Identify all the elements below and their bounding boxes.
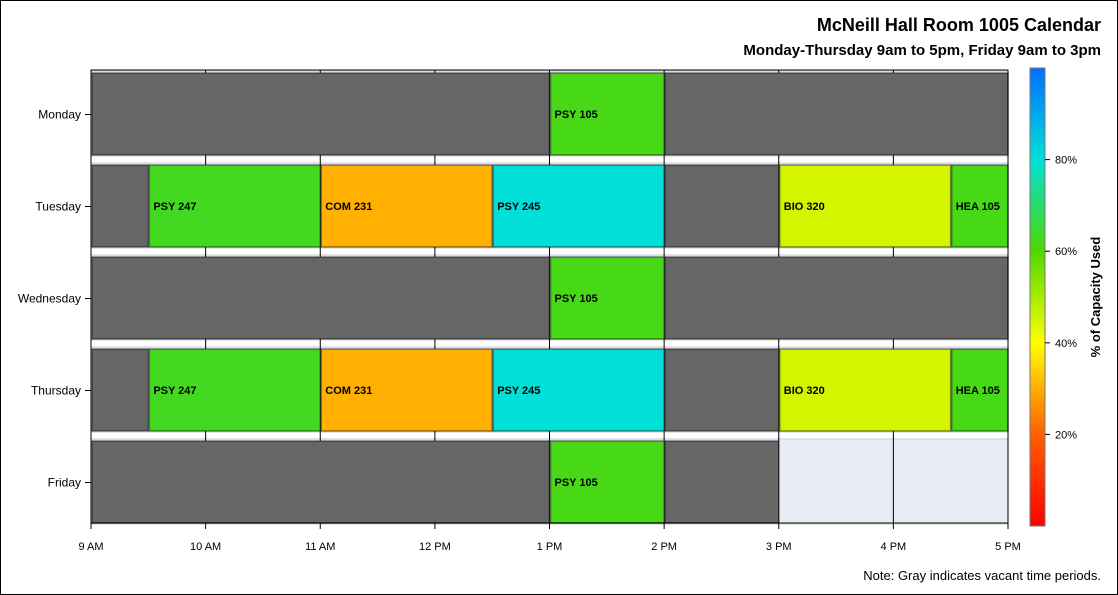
bar-label-thursday-com-231: COM 231 xyxy=(325,385,372,397)
bar-thursday-com-231 xyxy=(320,348,493,432)
chart-footnote: Note: Gray indicates vacant time periods… xyxy=(863,568,1101,583)
x-tick-label-2-pm: 2 PM xyxy=(651,541,677,553)
x-tick-label-10-am: 10 AM xyxy=(190,541,221,553)
x-tick-label-1-pm: 1 PM xyxy=(537,541,563,553)
bar-tuesday-psy-245 xyxy=(492,164,665,248)
chart-title: McNeill Hall Room 1005 Calendar xyxy=(816,15,1101,35)
x-tick-label-9-am: 9 AM xyxy=(78,541,103,553)
bar-tuesday-bio-320 xyxy=(779,164,952,248)
x-tick-label-11-am: 11 AM xyxy=(305,541,335,553)
bar-friday-vacant-2 xyxy=(664,440,780,524)
bar-wednesday-vacant-2 xyxy=(664,256,1009,340)
bar-tuesday-vacant-4 xyxy=(664,164,780,248)
bar-thursday-vacant-0 xyxy=(91,348,150,432)
colorbar-gradient xyxy=(1029,67,1046,527)
colorbar-tick-label-20: 20% xyxy=(1055,429,1077,441)
bar-tuesday-hea-105 xyxy=(950,164,1009,248)
y-tick-label-tuesday: Tuesday xyxy=(35,200,81,214)
bar-tuesday-vacant-0 xyxy=(91,164,150,248)
bar-thursday-psy-247 xyxy=(148,348,321,432)
bar-label-thursday-hea-105: HEA 105 xyxy=(956,385,1000,397)
bar-monday-vacant-0 xyxy=(91,72,551,156)
bar-tuesday-psy-247 xyxy=(148,164,321,248)
bar-label-tuesday-psy-245: PSY 245 xyxy=(497,201,540,213)
bar-label-monday-psy-105: PSY 105 xyxy=(555,109,598,121)
bar-label-tuesday-com-231: COM 231 xyxy=(325,201,372,213)
colorbar-tick-label-40: 40% xyxy=(1055,338,1077,350)
bar-friday-vacant-0 xyxy=(91,440,551,524)
bar-labels: PSY 105 PSY 247 COM 231 PSY 245 BIO 320 HEA 1… xyxy=(153,109,1000,489)
bar-thursday-vacant-4 xyxy=(664,348,780,432)
bar-tuesday-com-231 xyxy=(320,164,493,248)
bar-label-wednesday-psy-105: PSY 105 xyxy=(555,293,598,305)
bar-label-tuesday-hea-105: HEA 105 xyxy=(956,201,1000,213)
bar-wednesday-vacant-0 xyxy=(91,256,551,340)
colorbar-tick-label-80: 80% xyxy=(1055,155,1077,167)
y-tick-label-wednesday: Wednesday xyxy=(18,292,81,306)
colorbar-label: % of Capacity Used xyxy=(1088,237,1103,358)
bar-monday-vacant-2 xyxy=(664,72,1009,156)
schedule-bars xyxy=(91,72,1009,524)
axes: 9 AM 10 AM 11 AM 12 PM 1 PM 2 PM 3 PM 4 PM 5 PM M… xyxy=(18,69,1021,553)
bar-thursday-psy-245 xyxy=(492,348,665,432)
x-tick-label-12-pm: 12 PM xyxy=(419,541,451,553)
bar-thursday-bio-320 xyxy=(779,348,952,432)
bar-label-thursday-bio-320: BIO 320 xyxy=(784,385,825,397)
x-tick-label-4-pm: 4 PM xyxy=(881,541,907,553)
bar-label-friday-psy-105: PSY 105 xyxy=(555,477,598,489)
bar-label-thursday-psy-247: PSY 247 xyxy=(153,385,196,397)
bar-wednesday-psy-105 xyxy=(549,256,665,340)
bar-label-thursday-psy-245: PSY 245 xyxy=(497,385,540,397)
x-tick-label-5-pm: 5 PM xyxy=(995,541,1021,553)
colorbar-tick-label-60: 60% xyxy=(1055,246,1077,258)
bar-friday-psy-105 xyxy=(549,440,665,524)
bar-label-tuesday-bio-320: BIO 320 xyxy=(784,201,825,213)
bar-thursday-hea-105 xyxy=(950,348,1009,432)
bar-label-tuesday-psy-247: PSY 247 xyxy=(153,201,196,213)
bar-monday-psy-105 xyxy=(549,72,665,156)
y-tick-label-thursday: Thursday xyxy=(31,384,81,398)
chart-subtitle: Monday-Thursday 9am to 5pm, Friday 9am t… xyxy=(743,42,1101,59)
colorbar: 20% 40% 60% 80% % of Capacity Used xyxy=(1029,67,1103,527)
x-tick-label-3-pm: 3 PM xyxy=(766,541,792,553)
y-tick-label-friday: Friday xyxy=(48,476,81,490)
y-tick-label-monday: Monday xyxy=(38,108,81,122)
